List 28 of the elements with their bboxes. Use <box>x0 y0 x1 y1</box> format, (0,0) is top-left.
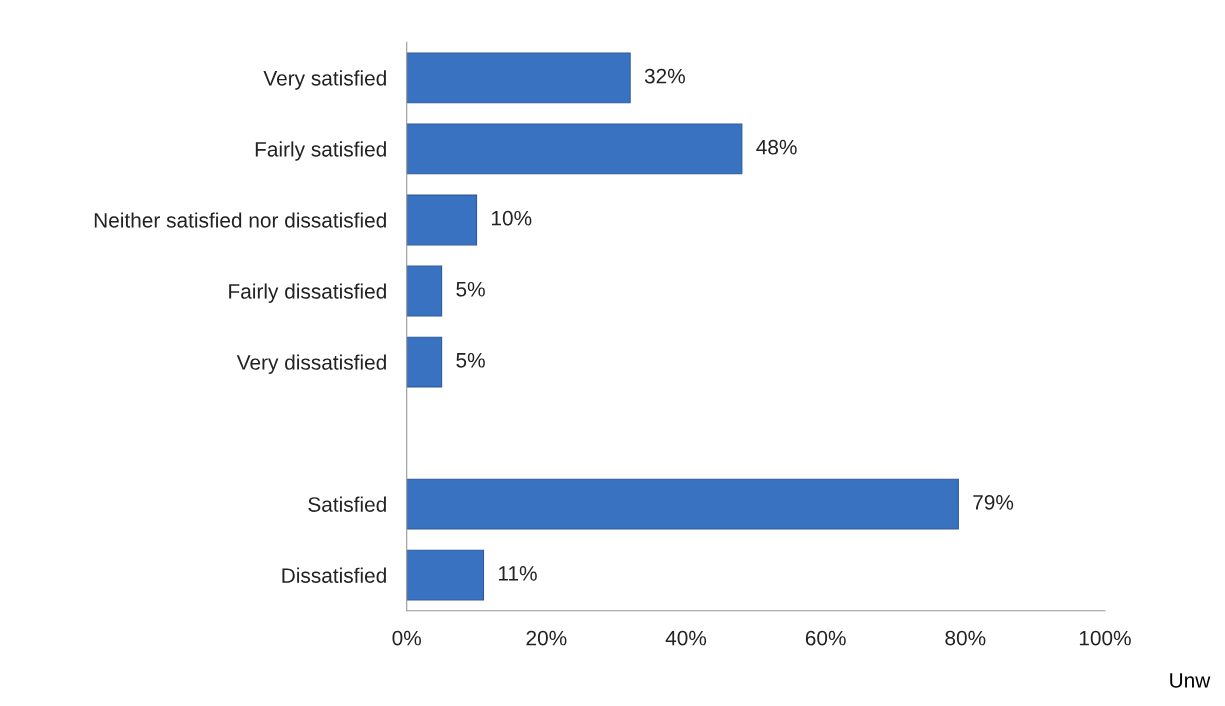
y-tick-label: Satisfied <box>308 496 386 512</box>
data-label: 48% <box>756 139 797 155</box>
bar <box>406 265 443 317</box>
data-label: 10% <box>492 210 532 226</box>
data-label: 5% <box>456 352 485 368</box>
data-label: 79% <box>973 494 1014 510</box>
y-tick-label: Very satisfied <box>263 70 386 90</box>
x-tick-label: 20% <box>526 630 567 646</box>
bar <box>406 123 743 175</box>
x-tick-label: 0% <box>392 630 422 646</box>
data-label: 32% <box>644 68 685 84</box>
x-tick-label: 80% <box>945 630 986 646</box>
data-label: 11% <box>498 566 537 581</box>
bar <box>406 478 959 530</box>
data-label: 5% <box>456 281 485 297</box>
bar <box>406 336 443 388</box>
y-tick-label: Dissatisfied <box>282 567 386 583</box>
text: Unw <box>1170 673 1211 688</box>
y-tick-label: Fairly satisfied <box>255 141 386 161</box>
y-tick-label: Neither satisfied nor dissatisfied <box>94 212 386 228</box>
x-tick-label: 60% <box>805 630 846 646</box>
y-tick-label: Fairly dissatisfied <box>229 283 386 303</box>
bar <box>406 194 478 246</box>
bar <box>406 549 485 601</box>
bar <box>406 52 631 104</box>
x-tick-label: 40% <box>665 630 707 646</box>
x-tick-label: 100% <box>1079 630 1131 646</box>
y-tick-label: Very dissatisfied <box>236 354 386 374</box>
